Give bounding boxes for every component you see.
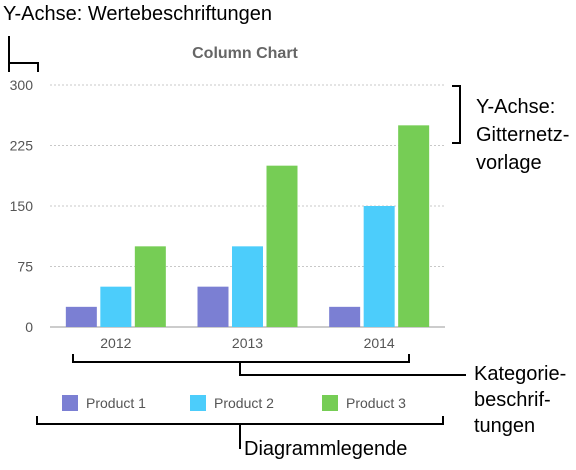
bar-product-3-2012 — [134, 246, 166, 327]
y-tick-label: 300 — [10, 77, 34, 93]
annotation-category-labels-line2: beschrif- — [474, 389, 551, 411]
category-labels: 2012 2013 2014 — [100, 335, 395, 351]
category-label: 2014 — [364, 335, 395, 351]
legend-swatch — [190, 395, 206, 411]
bracket-y-gridlines — [452, 85, 461, 144]
y-tick-label: 225 — [10, 138, 34, 154]
legend-swatch — [62, 395, 78, 411]
legend-label: Product 2 — [214, 395, 274, 411]
bars — [65, 125, 430, 327]
annotation-y-gridlines-line3: vorlage — [476, 152, 542, 174]
bar-product-2-2014 — [363, 206, 395, 327]
annotation-category-labels-line3: tungen — [474, 415, 536, 437]
y-tick-label: 0 — [25, 319, 33, 335]
bar-product-1-2013 — [197, 286, 229, 327]
annotation-legend-label: Diagrammlegende — [244, 438, 408, 460]
bar-product-1-2014 — [329, 306, 361, 327]
bar-product-2-2013 — [232, 246, 263, 327]
legend-label: Product 1 — [86, 395, 146, 411]
bar-product-3-2014 — [398, 125, 430, 327]
chart-title: Column Chart — [192, 45, 298, 62]
category-label: 2013 — [232, 335, 263, 351]
legend: Product 1 Product 2 Product 3 — [62, 395, 406, 411]
annotation-y-gridlines-line1: Y-Achse: — [476, 96, 556, 118]
bracket-category-labels — [72, 354, 466, 376]
bar-product-3-2013 — [266, 165, 298, 327]
bracket-y-value-labels — [8, 36, 39, 72]
y-tick-label: 75 — [17, 259, 33, 275]
legend-label: Product 3 — [346, 395, 406, 411]
bar-product-1-2012 — [65, 306, 97, 327]
annotation-category-labels-line1: Kategorie- — [474, 363, 567, 385]
bracket-legend — [36, 416, 444, 449]
category-label: 2012 — [100, 335, 131, 351]
y-axis-tick-labels: 0 75 150 225 300 — [10, 77, 34, 335]
annotation-y-value-labels: Y-Achse: Wertebeschriftungen — [3, 3, 273, 25]
legend-swatch — [322, 395, 338, 411]
bar-product-2-2012 — [100, 286, 132, 327]
annotation-y-gridlines-line2: Gitternetz- — [476, 124, 570, 146]
y-tick-label: 150 — [10, 198, 34, 214]
